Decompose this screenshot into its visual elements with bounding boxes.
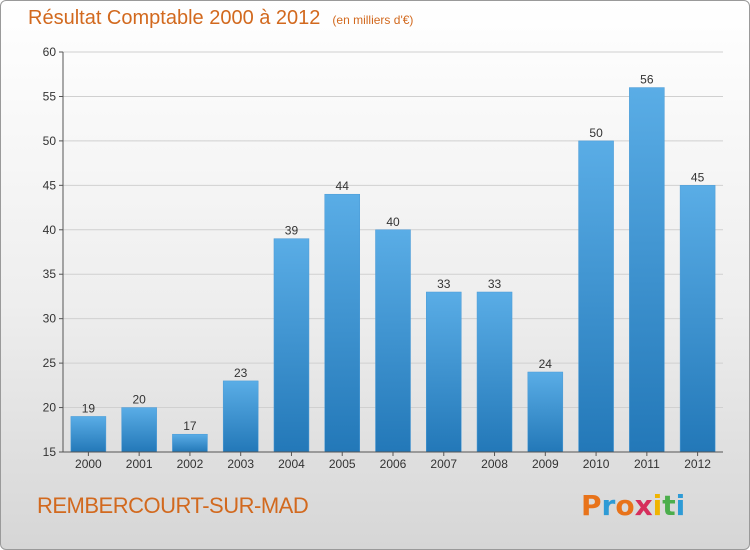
- x-tick-label: 2012: [684, 457, 711, 471]
- bar-2001[interactable]: [121, 407, 157, 453]
- logo-letter: t: [662, 489, 676, 522]
- commune-name: REMBERCOURT-SUR-MAD: [37, 493, 309, 518]
- y-tick-label: 40: [43, 223, 57, 237]
- logo-letter: r: [601, 489, 616, 522]
- x-tick-label: 2008: [481, 457, 508, 471]
- bar-value-label: 33: [488, 277, 502, 291]
- bar-2011[interactable]: [629, 87, 665, 453]
- bar-2006[interactable]: [375, 229, 411, 453]
- logo-letter: o: [615, 489, 635, 522]
- bar-value-label: 45: [691, 170, 705, 184]
- bar-value-label: 23: [234, 366, 248, 380]
- y-tick-label: 45: [43, 178, 57, 192]
- y-tick-label: 55: [43, 89, 57, 103]
- bar-value-label: 33: [437, 277, 451, 291]
- y-tick-label: 15: [43, 445, 57, 459]
- chart-title: Résultat Comptable 2000 à 2012 (en millie…: [28, 7, 413, 30]
- logo-letter: i: [675, 489, 686, 522]
- x-tick-label: 2001: [126, 457, 153, 471]
- bar-2000[interactable]: [70, 416, 107, 453]
- bar-2003[interactable]: [222, 380, 259, 453]
- bar-2010[interactable]: [578, 140, 614, 453]
- bar-2008[interactable]: [476, 291, 513, 453]
- bar-value-label: 44: [336, 179, 350, 193]
- logo-letter: i: [652, 489, 663, 522]
- bar-value-label: 40: [386, 215, 400, 229]
- bar-2005[interactable]: [324, 193, 360, 453]
- logo-letter: x: [634, 489, 653, 522]
- x-tick-label: 2006: [380, 457, 407, 471]
- bar-value-label: 39: [285, 224, 299, 238]
- x-tick-label: 2007: [430, 457, 457, 471]
- bar-2012[interactable]: [679, 185, 716, 453]
- y-tick-label: 50: [43, 134, 57, 148]
- x-tick-label: 2003: [227, 457, 254, 471]
- logo-letter: P: [581, 489, 602, 522]
- x-tick-label: 2009: [532, 457, 559, 471]
- bar-value-label: 20: [132, 393, 146, 407]
- x-tick-label: 2010: [583, 457, 610, 471]
- bar-value-label: 24: [539, 357, 553, 371]
- x-tick-label: 2004: [278, 457, 305, 471]
- bar-value-label: 56: [640, 73, 654, 87]
- bar-2007[interactable]: [426, 291, 462, 453]
- bar-2009[interactable]: [527, 371, 564, 453]
- y-tick-label: 30: [43, 312, 57, 326]
- y-tick-label: 60: [43, 45, 57, 59]
- x-tick-label: 2002: [177, 457, 204, 471]
- bar-2002[interactable]: [172, 433, 208, 453]
- proxiti-logo[interactable]: Proxiti: [581, 489, 685, 522]
- bar-value-label: 50: [589, 126, 603, 140]
- chart-title-text: Résultat Comptable 2000 à 2012: [28, 7, 321, 29]
- x-tick-label: 2000: [75, 457, 102, 471]
- bar-2004[interactable]: [273, 238, 310, 453]
- chart-subtitle: (en milliers d'€): [332, 13, 414, 27]
- bar-value-label: 19: [82, 401, 96, 415]
- bar-value-label: 17: [183, 419, 197, 433]
- y-tick-label: 25: [43, 356, 57, 370]
- y-tick-label: 35: [43, 267, 57, 281]
- y-tick-label: 20: [43, 401, 57, 415]
- x-tick-label: 2011: [634, 457, 660, 471]
- x-tick-label: 2005: [329, 457, 356, 471]
